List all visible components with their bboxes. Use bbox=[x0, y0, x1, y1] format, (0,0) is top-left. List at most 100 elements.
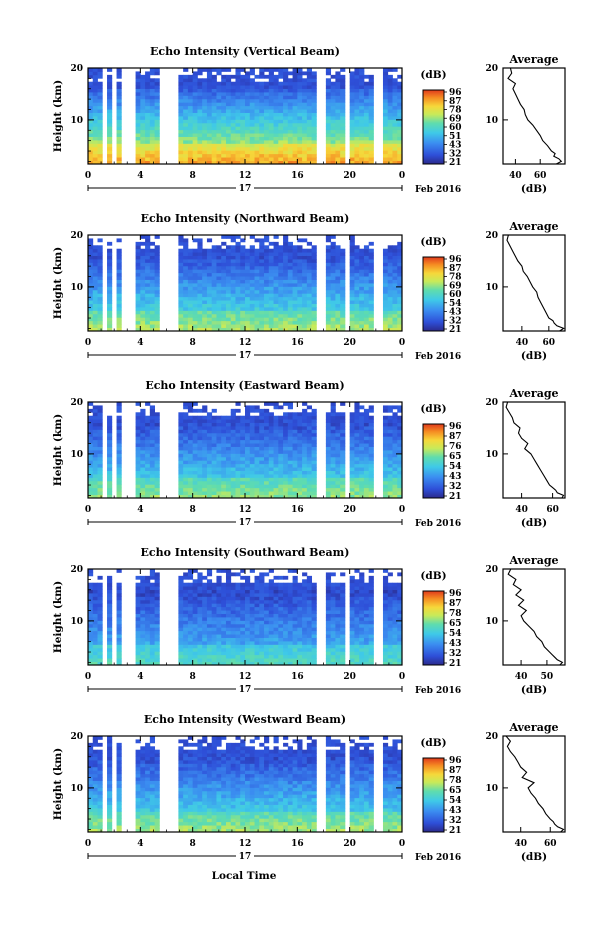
profile-x-label: (dB) bbox=[521, 517, 547, 529]
x-tick-label: 8 bbox=[190, 672, 196, 682]
y-axis-label: Height (km) bbox=[52, 247, 64, 319]
profile-line bbox=[505, 735, 565, 833]
profile-line bbox=[507, 568, 564, 666]
x-axis-label: Local Time bbox=[212, 870, 277, 882]
profile-y-tick-label: 10 bbox=[485, 116, 498, 126]
panel-title: Echo Intensity (Northward Beam) bbox=[141, 212, 350, 225]
colorbar bbox=[422, 590, 445, 666]
heatmap-cells bbox=[88, 235, 403, 332]
x-tick-label: 0 bbox=[399, 839, 405, 849]
x-tick-label: 12 bbox=[239, 505, 252, 515]
x-tick-label: 12 bbox=[239, 171, 252, 181]
profile-y-tick-label: 20 bbox=[485, 231, 498, 241]
profile-x-tick-label: 40 bbox=[515, 505, 528, 515]
y-tick-label: 20 bbox=[70, 231, 83, 241]
date-label-bg bbox=[236, 516, 254, 527]
colorbar-tick-label: 60 bbox=[449, 123, 462, 133]
colorbar-tick-label: 96 bbox=[449, 589, 462, 599]
x-tick-label: 16 bbox=[291, 505, 304, 515]
profile-x-tick-label: 40 bbox=[509, 171, 522, 181]
x-tick-label: 8 bbox=[190, 338, 196, 348]
profile-y-tick-label: 10 bbox=[485, 283, 498, 293]
colorbar-tick-label: 21 bbox=[449, 492, 462, 502]
colorbar-tick-label: 32 bbox=[449, 149, 462, 159]
date-label: 17 bbox=[239, 184, 252, 194]
x-tick-label: 12 bbox=[239, 338, 252, 348]
profile-line bbox=[505, 401, 565, 499]
panel-2: Echo Intensity (Eastward Beam) Height (km… bbox=[52, 379, 566, 529]
colorbar-tick-label: 21 bbox=[449, 659, 462, 669]
panel-1: Echo Intensity (Northward Beam) Height (k… bbox=[52, 212, 566, 362]
month-label: Feb 2016 bbox=[415, 686, 461, 696]
panel-title: Echo Intensity (Southward Beam) bbox=[141, 546, 350, 559]
profile-frame bbox=[502, 401, 566, 499]
colorbar bbox=[422, 256, 445, 332]
colorbar-tick-label: 87 bbox=[449, 97, 462, 107]
colorbar-tick-label: 60 bbox=[449, 290, 462, 300]
y-tick-label: 10 bbox=[70, 617, 83, 627]
heatmap-cells bbox=[88, 68, 403, 165]
x-tick-label: 16 bbox=[291, 338, 304, 348]
profile-x-tick-label: 60 bbox=[543, 338, 556, 348]
profile-y-tick-label: 20 bbox=[485, 732, 498, 742]
y-tick-label: 20 bbox=[70, 64, 83, 74]
colorbar-unit: (dB) bbox=[420, 403, 446, 415]
colorbar-tick-label: 43 bbox=[449, 141, 462, 151]
date-label: 17 bbox=[239, 518, 252, 528]
colorbar-tick-label: 65 bbox=[449, 619, 462, 629]
profile-x-tick-label: 50 bbox=[541, 672, 554, 682]
x-tick-label: 0 bbox=[85, 505, 91, 515]
colorbar-tick-label: 21 bbox=[449, 325, 462, 335]
colorbar-tick-label: 54 bbox=[449, 299, 462, 309]
y-tick-label: 20 bbox=[70, 732, 83, 742]
profile-x-tick-label: 40 bbox=[514, 839, 527, 849]
month-label: Feb 2016 bbox=[415, 853, 461, 863]
x-tick-label: 12 bbox=[239, 839, 252, 849]
y-tick-label: 10 bbox=[70, 283, 83, 293]
colorbar-tick-label: 65 bbox=[449, 786, 462, 796]
y-axis-label: Height (km) bbox=[52, 414, 64, 486]
colorbar-tick-label: 78 bbox=[449, 776, 462, 786]
colorbar-tick-label: 69 bbox=[449, 114, 462, 124]
panel-0: Echo Intensity (Vertical Beam) Height (km… bbox=[52, 45, 566, 195]
y-tick-label: 10 bbox=[70, 784, 83, 794]
x-tick-label: 0 bbox=[85, 839, 91, 849]
profile-frame bbox=[502, 568, 566, 666]
profile-y-tick-label: 10 bbox=[485, 450, 498, 460]
x-tick-label: 0 bbox=[399, 171, 405, 181]
x-tick-label: 20 bbox=[343, 505, 356, 515]
colorbar-tick-label: 32 bbox=[449, 816, 462, 826]
colorbar-tick-label: 43 bbox=[449, 806, 462, 816]
x-tick-label: 20 bbox=[343, 839, 356, 849]
x-tick-label: 20 bbox=[343, 171, 356, 181]
profile-x-label: (dB) bbox=[521, 684, 547, 696]
profile-title: Average bbox=[508, 53, 558, 66]
colorbar-tick-label: 96 bbox=[449, 422, 462, 432]
profile-x-label: (dB) bbox=[521, 350, 547, 362]
x-tick-label: 0 bbox=[85, 338, 91, 348]
x-tick-label: 20 bbox=[343, 338, 356, 348]
x-tick-label: 0 bbox=[399, 505, 405, 515]
month-label: Feb 2016 bbox=[415, 185, 461, 195]
date-label-bg bbox=[236, 349, 254, 360]
y-axis-label: Height (km) bbox=[52, 581, 64, 653]
colorbar-tick-label: 54 bbox=[449, 462, 462, 472]
profile-title: Average bbox=[508, 554, 558, 567]
date-label-bg bbox=[236, 182, 254, 193]
y-tick-label: 20 bbox=[70, 398, 83, 408]
colorbar bbox=[422, 423, 445, 499]
profile-frame bbox=[502, 67, 566, 165]
colorbar-unit: (dB) bbox=[420, 737, 446, 749]
colorbar-tick-label: 43 bbox=[449, 308, 462, 318]
colorbar-tick-label: 78 bbox=[449, 106, 462, 116]
colorbar-tick-label: 69 bbox=[449, 281, 462, 291]
x-tick-label: 4 bbox=[137, 338, 143, 348]
colorbar-tick-label: 96 bbox=[449, 255, 462, 265]
profile-y-tick-label: 20 bbox=[485, 64, 498, 74]
profile-frame bbox=[502, 234, 566, 332]
profile-x-label: (dB) bbox=[521, 851, 547, 863]
x-tick-label: 16 bbox=[291, 672, 304, 682]
date-label: 17 bbox=[239, 852, 252, 862]
x-tick-label: 8 bbox=[190, 505, 196, 515]
